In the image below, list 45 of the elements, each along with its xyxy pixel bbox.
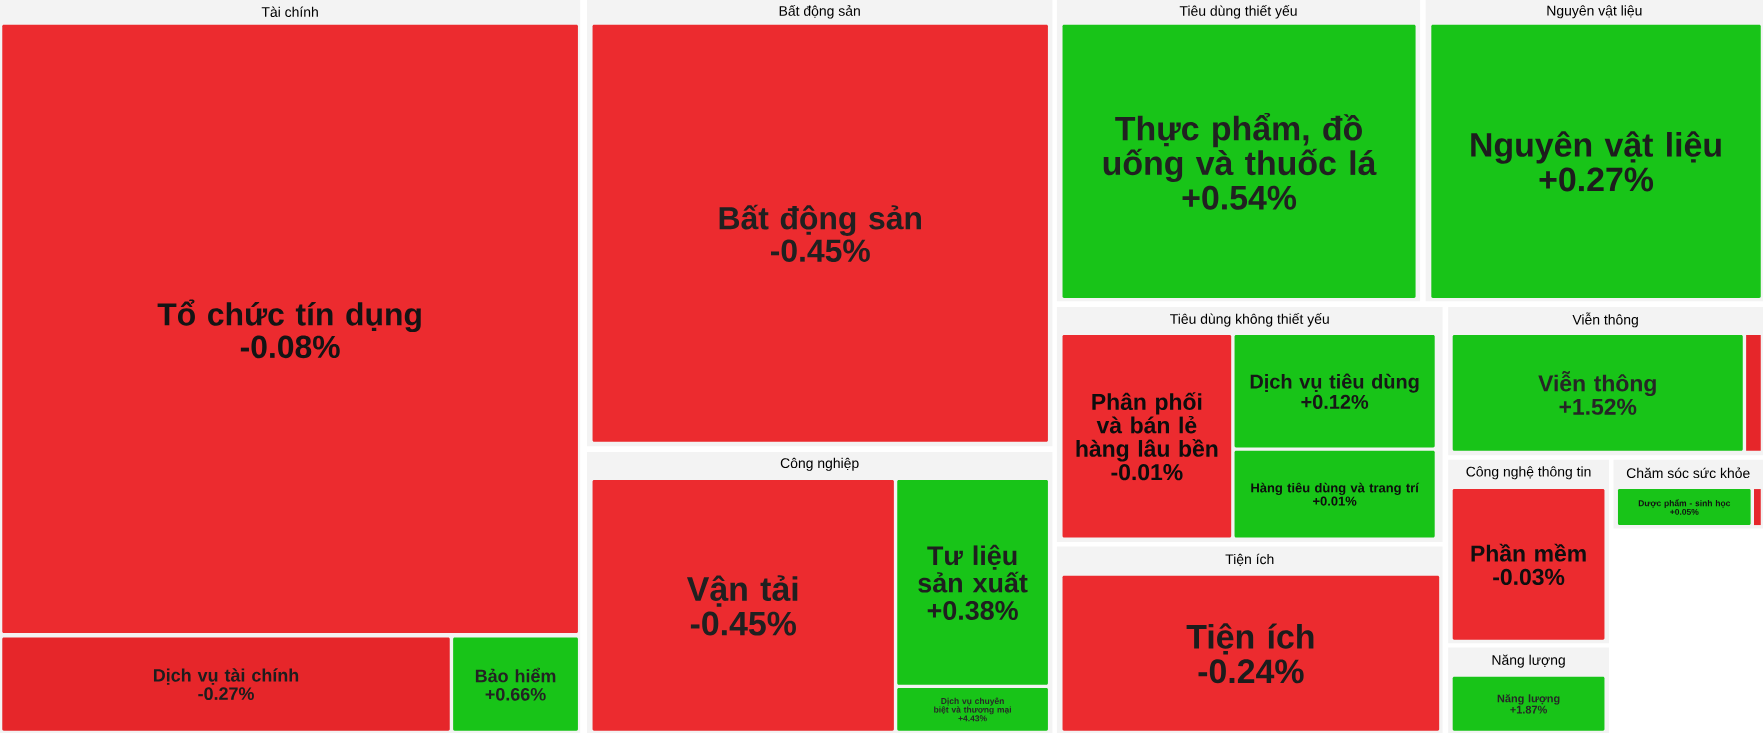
category-label: Dược phẩm - sinh học [1638,499,1731,508]
series-label: Năng lượng [1492,654,1565,668]
series-label: Tài chính [261,6,318,17]
data-label: +0.05% [1670,508,1699,515]
category-label: Phân phối và bán lẻ hàng lâu bền [1076,392,1218,462]
series-label: Nguyên vật liệu [1547,5,1642,19]
data-label: +4.43% [958,715,987,722]
category-label: Năng lượng [1497,694,1560,705]
category-label: Tư liệu sản xuất [918,544,1028,593]
data-label: -0.08% [240,335,340,359]
data-label: +0.54% [1182,185,1297,210]
data-label: +0.38% [927,600,1018,620]
data-label: +0.27% [1539,167,1654,192]
series-label: Tiêu dùng thiết yếu [1179,4,1297,19]
data-label: +1.87% [1510,705,1548,714]
data-label: -0.24% [1198,659,1304,684]
category-label: Viễn thông [1538,371,1656,397]
category-label: Phần mềm [1471,543,1586,562]
series-label: Tiêu dùng không thiết yếu [1170,313,1329,327]
category-label: Bảo hiểm [475,667,556,683]
data-label: -0.45% [690,611,796,636]
series-label: Chăm sóc sức khỏe [1626,467,1750,479]
series-label: Bất động sản [779,4,860,19]
category-label: Nguyên vật liệu [1471,131,1721,164]
category-label: Tổ chức tín dụng [157,299,421,333]
category-label: Tiện ích [1186,623,1314,655]
series-label: Công nghệ thông tin [1466,466,1591,480]
series-label: Viễn thông [1572,312,1638,328]
data-label: +1.52% [1559,398,1637,415]
category-label: Bất động sản [719,204,921,236]
category-label: Hàng tiêu dùng và trang trí [1251,482,1420,496]
data-label: +0.01% [1313,496,1357,506]
category-label: Thực phẩm, đồ uống và thuốc lá [1103,112,1377,182]
category-label: Dịch vụ tài chính [153,668,299,685]
data-label: -0.45% [770,239,870,262]
data-label: +0.66% [485,687,546,701]
category-label: Dịch vụ chuyên biệt và thương mại [934,697,1011,715]
series-label: Công nghiệp [780,457,859,471]
category-label: Vận tải [686,575,798,607]
data-label: -0.01% [1111,464,1183,481]
category-label: Dịch vụ tiêu dùng [1250,373,1419,393]
series-label: Tiện ích [1225,553,1274,567]
data-label: -0.03% [1493,568,1565,586]
data-label: -0.27% [198,687,254,700]
data-label: +0.12% [1301,394,1369,409]
